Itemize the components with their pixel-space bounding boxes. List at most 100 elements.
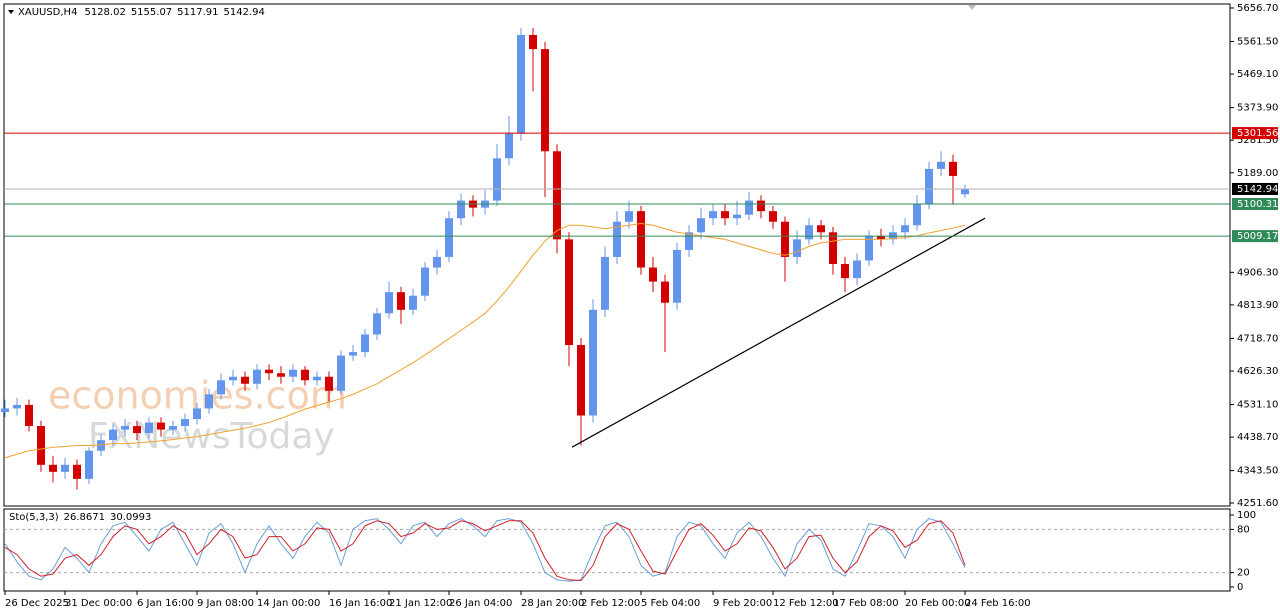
stoch-line: [4, 518, 966, 582]
x-tick-label: 24 Feb 16:00: [965, 598, 1031, 609]
watermark: FXNewsToday: [88, 416, 335, 457]
x-tick-label: 17 Feb 08:00: [833, 598, 899, 609]
marks: 5656.70 5561.50 5469.10 5373.90 5281.50 5189.…: [1, 3, 1278, 609]
candle-body: [517, 35, 525, 134]
x-tick-label: 21 Jan 12:00: [389, 598, 452, 609]
candle-body: [277, 373, 285, 377]
candle-body: [781, 221, 789, 257]
y-tick-label: 80: [1237, 524, 1250, 535]
candle-body: [169, 426, 177, 430]
y-tick-label: 4813.90: [1237, 300, 1278, 311]
candle-body: [649, 267, 657, 282]
y-tick-label: 5189.00: [1237, 168, 1278, 179]
candle-body: [505, 133, 513, 159]
y-tick-label: 5281.50: [1237, 135, 1278, 146]
y-tick-label: 4438.70: [1237, 432, 1278, 443]
candle-body: [157, 422, 165, 430]
candle-body: [685, 232, 693, 250]
ohlc-low: 5117.91: [177, 7, 218, 18]
candle-body: [709, 211, 717, 219]
candle-body: [853, 260, 861, 279]
candle-body: [673, 249, 681, 303]
candle-body: [85, 450, 93, 479]
candle-body: [901, 225, 909, 233]
candle-body: [73, 464, 81, 479]
candle-body: [25, 404, 33, 427]
candle-body: [553, 151, 561, 240]
candle-body: [109, 429, 117, 441]
candle-body: [493, 158, 501, 201]
x-tick-label: 31 Dec 00:00: [65, 598, 132, 609]
candle-body: [841, 264, 849, 279]
candle-body: [745, 200, 753, 215]
candle-body: [385, 292, 393, 314]
ohlc-close: 5142.94: [224, 7, 265, 18]
price-label-box: [1232, 230, 1278, 243]
candle-body: [409, 295, 417, 310]
candle-body: [961, 188, 969, 195]
candle-body: [361, 334, 369, 353]
candle-body: [1, 408, 9, 412]
candle-body: [577, 345, 585, 416]
x-tick-label: 28 Jan 20:00: [521, 598, 584, 609]
candle-body: [229, 376, 237, 381]
x-tick-label: 12 Feb 12:00: [773, 598, 839, 609]
ohlc-high: 5155.07: [131, 7, 172, 18]
x-tick-label: 26 Jan 04:00: [449, 598, 512, 609]
candle-body: [925, 168, 933, 205]
candle-body: [337, 355, 345, 391]
x-tick-label: 6 Jan 16:00: [137, 598, 194, 609]
x-tick-label: 16 Jan 16:00: [329, 598, 392, 609]
x-tick-label: 9 Jan 08:00: [197, 598, 254, 609]
candle-body: [301, 369, 309, 381]
y-tick-label: 4343.50: [1237, 466, 1278, 477]
y-tick-label: 5469.10: [1237, 69, 1278, 80]
candle-body: [793, 239, 801, 257]
shift-marker: [968, 5, 976, 10]
y-tick-label: 5373.90: [1237, 103, 1278, 114]
x-tick-label: 14 Jan 00:00: [257, 598, 320, 609]
x-tick-label: 9 Feb 20:00: [713, 598, 772, 609]
candle-body: [13, 404, 21, 409]
indicator-name: Sto(5,3,3): [9, 512, 59, 523]
price-label-box: [1232, 182, 1278, 195]
candle-body: [421, 267, 429, 296]
main-frame: [3, 3, 1231, 507]
candle-body: [313, 376, 321, 381]
candle-body: [865, 235, 873, 261]
candle-body: [817, 225, 825, 233]
candle-body: [97, 440, 105, 451]
price-label-box: [1232, 198, 1278, 211]
y-tick-label: 4251.60: [1237, 498, 1278, 509]
candle-body: [877, 235, 885, 240]
candle-body: [529, 35, 537, 50]
candle-body: [913, 204, 921, 226]
stoch-header: Sto(5,3,3) 26.8671 30.0993: [9, 512, 151, 523]
candle-body: [289, 369, 297, 377]
candle-body: [193, 408, 201, 420]
candle-body: [241, 376, 249, 384]
candle-body: [829, 232, 837, 265]
candle-body: [145, 422, 153, 434]
stoch-frame: [3, 508, 1231, 592]
x-tick-label: 2 Feb 12:00: [581, 598, 640, 609]
candle-body: [181, 419, 189, 427]
candle-body: [589, 309, 597, 416]
candle-body: [757, 200, 765, 212]
candle-body: [949, 161, 957, 176]
stoch-line: [4, 520, 966, 582]
candle-body: [733, 214, 741, 219]
x-tick-label: 20 Feb 00:00: [905, 598, 971, 609]
candle-body: [721, 211, 729, 219]
candle-body: [433, 256, 441, 268]
candle-body: [325, 376, 333, 391]
x-tick-label: 26 Dec 2025: [5, 598, 69, 609]
candle-body: [637, 211, 645, 268]
candle-body: [457, 200, 465, 219]
symbol: XAUUSD,H4: [18, 7, 77, 18]
candle-body: [625, 211, 633, 222]
y-tick-label: 4718.70: [1237, 333, 1278, 344]
y-tick-label: 4906.30: [1237, 267, 1278, 278]
candle-body: [565, 239, 573, 346]
